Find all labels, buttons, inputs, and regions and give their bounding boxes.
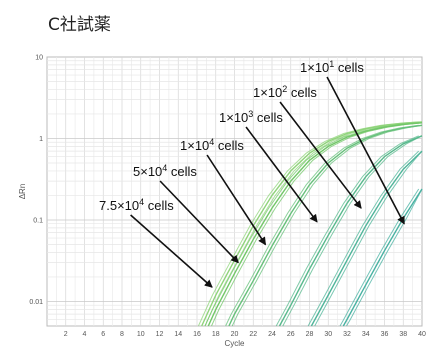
series-1 — [204, 122, 423, 327]
annotation-label: 1×102 cells — [253, 84, 317, 100]
annotation-label: 7.5×104 cells — [99, 197, 174, 213]
x-axis-label: Cycle — [224, 339, 245, 348]
y-tick-label: 0.01 — [29, 299, 43, 306]
x-tick-label: 12 — [156, 331, 164, 338]
series-lines — [197, 121, 423, 327]
annotation-arrow — [159, 180, 239, 264]
annotation-exponent: 4 — [209, 137, 214, 147]
series-line — [278, 135, 423, 327]
annotation-arrow — [206, 154, 267, 246]
series-5 — [339, 188, 423, 327]
x-tick-label: 8 — [120, 331, 124, 338]
chart-title: C社試薬 — [48, 15, 111, 35]
annotation-base: 1×10 — [219, 110, 248, 125]
annotation-exponent: 1 — [329, 59, 334, 69]
x-tick-label: 34 — [362, 331, 370, 338]
x-tick-label: 20 — [231, 331, 239, 338]
x-tick-label: 14 — [174, 331, 182, 338]
series-line — [314, 150, 423, 327]
x-tick-label: 36 — [381, 331, 389, 338]
x-tick-label: 10 — [137, 331, 145, 338]
series-2 — [225, 124, 423, 327]
annotation-base: 7.5×10 — [99, 198, 139, 213]
series-line — [225, 124, 419, 327]
series-line — [310, 150, 423, 327]
y-axis-label: ΔRn — [18, 184, 27, 200]
annotation-label: 1×104 cells — [180, 137, 244, 153]
series-line — [346, 188, 423, 327]
annotation-label: 5×104 cells — [133, 163, 197, 179]
annotation-base: 1×10 — [180, 138, 209, 153]
annotation-exponent: 2 — [282, 84, 287, 94]
y-tick-label: 10 — [35, 55, 43, 62]
annotation-suffix: cells — [334, 60, 364, 75]
annotation-exponent: 3 — [248, 109, 253, 119]
annotation-exponent: 4 — [162, 163, 167, 173]
x-tick-label: 18 — [212, 331, 220, 338]
series-line — [211, 122, 423, 327]
x-tick-label: 28 — [306, 331, 314, 338]
series-line — [282, 135, 423, 327]
series-4 — [307, 150, 423, 327]
series-line — [204, 122, 419, 327]
x-tick-label: 32 — [343, 331, 351, 338]
series-line — [231, 124, 423, 327]
annotation-suffix: cells — [144, 198, 174, 213]
annotation-suffix: cells — [167, 164, 197, 179]
x-tick-label: 30 — [324, 331, 332, 338]
annotation-label: 1×103 cells — [219, 109, 283, 125]
x-tick-label: 16 — [193, 331, 201, 338]
annotation-suffix: cells — [287, 85, 317, 100]
series-line — [275, 135, 419, 327]
series-line — [339, 188, 420, 327]
axes: 2 4 6 8 10 12 14 16 18 20 22 24 26 28 30 32 34 36 38 401010… — [18, 55, 426, 348]
y-tick-label: 1 — [39, 136, 43, 143]
y-tick-label: 0.1 — [33, 217, 43, 224]
annotation-label: 1×101 cells — [300, 59, 364, 75]
series-line — [207, 122, 423, 327]
annotation-arrow — [326, 76, 405, 225]
x-tick-label: 2 — [64, 331, 68, 338]
annotation-arrow — [245, 126, 318, 223]
x-tick-label: 4 — [83, 331, 87, 338]
series-line — [342, 188, 423, 327]
x-tick-label: 40 — [418, 331, 426, 338]
annotation-exponent: 4 — [139, 197, 144, 207]
x-tick-label: 26 — [287, 331, 295, 338]
series-line — [228, 124, 423, 327]
annotation-suffix: cells — [253, 110, 283, 125]
x-tick-label: 38 — [399, 331, 407, 338]
x-tick-label: 22 — [249, 331, 257, 338]
series-3 — [275, 135, 423, 327]
annotation-suffix: cells — [214, 138, 244, 153]
series-line — [307, 150, 420, 327]
annotation-base: 1×10 — [300, 60, 329, 75]
annotation-arrow — [130, 214, 213, 288]
annotation-base: 5×10 — [133, 164, 162, 179]
x-tick-label: 24 — [268, 331, 276, 338]
annotation-arrow — [279, 101, 362, 209]
annotation-base: 1×10 — [253, 85, 282, 100]
x-tick-label: 6 — [101, 331, 105, 338]
